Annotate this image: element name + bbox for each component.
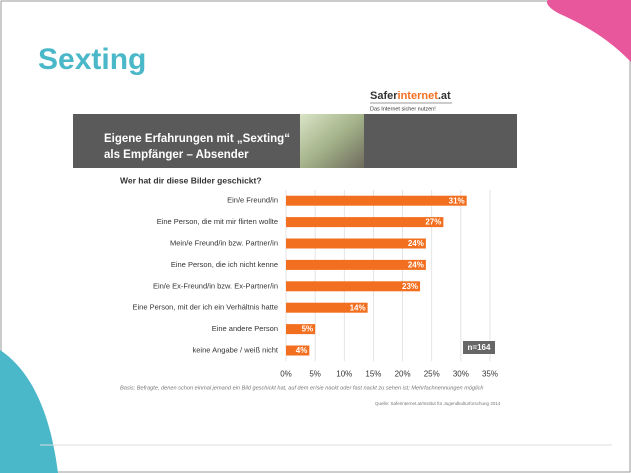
slide: Sexting Saferinternet.at Das Internet si… xyxy=(0,0,631,473)
bar xyxy=(286,196,467,206)
x-tick-label: 0% xyxy=(280,369,292,378)
value-label: 31% xyxy=(449,196,465,205)
annotation: n=164 xyxy=(468,343,491,352)
header-photo xyxy=(300,114,364,168)
footnote: Basis: Befragte, denen schon einmal jema… xyxy=(120,385,484,391)
value-label: 5% xyxy=(302,325,314,334)
logo-part: Safer xyxy=(370,90,398,102)
y-tick-label: Eine Person, mit der ich ein Verhältnis … xyxy=(133,303,279,312)
y-tick-label: Eine Person, die mit mir flirten wollte xyxy=(157,217,278,226)
header-line: als Empfänger – Absender xyxy=(104,149,249,161)
y-tick-label: Ein/e Freund/in xyxy=(227,196,278,205)
logo-part: .at xyxy=(438,90,451,102)
x-tick-label: 25% xyxy=(424,369,440,378)
logo: Saferinternet.at xyxy=(370,90,451,102)
value-label: 24% xyxy=(408,239,424,248)
header-line: Eigene Erfahrungen mit „Sexting“ xyxy=(104,133,290,145)
x-tick-label: 30% xyxy=(453,369,469,378)
y-tick-label: keine Angabe / weiß nicht xyxy=(193,345,279,354)
y-tick-label: Eine andere Person xyxy=(212,324,278,333)
value-label: 24% xyxy=(408,261,424,270)
page: Sexting Saferinternet.at Das Internet si… xyxy=(0,0,631,473)
logo-part: internet xyxy=(398,90,439,102)
value-label: 23% xyxy=(402,282,418,291)
logo-tagline: Das Internet sicher nutzen! xyxy=(370,106,436,112)
y-tick-label: Ein/e Ex-Freund/in bzw. Ex-Partner/in xyxy=(153,281,278,290)
value-label: 14% xyxy=(350,303,366,312)
bar xyxy=(286,260,426,270)
bar xyxy=(286,281,420,291)
x-tick-label: 5% xyxy=(309,369,321,378)
bar xyxy=(286,217,443,227)
y-tick-label: Mein/e Freund/in bzw. Partner/in xyxy=(170,238,278,247)
chart-subtitle: Wer hat dir diese Bilder geschickt? xyxy=(120,175,262,185)
value-label: 4% xyxy=(296,346,308,355)
y-tick-label: Eine Person, die ich nicht kenne xyxy=(171,260,278,269)
bar xyxy=(286,239,426,249)
value-label: 27% xyxy=(425,218,441,227)
slide-title: Sexting xyxy=(38,43,146,76)
x-tick-label: 20% xyxy=(395,369,411,378)
source: Quelle: Saferinternet.at/Institut für Ju… xyxy=(375,401,501,406)
x-tick-label: 15% xyxy=(365,369,381,378)
x-tick-label: 35% xyxy=(482,369,498,378)
x-tick-label: 10% xyxy=(336,369,352,378)
